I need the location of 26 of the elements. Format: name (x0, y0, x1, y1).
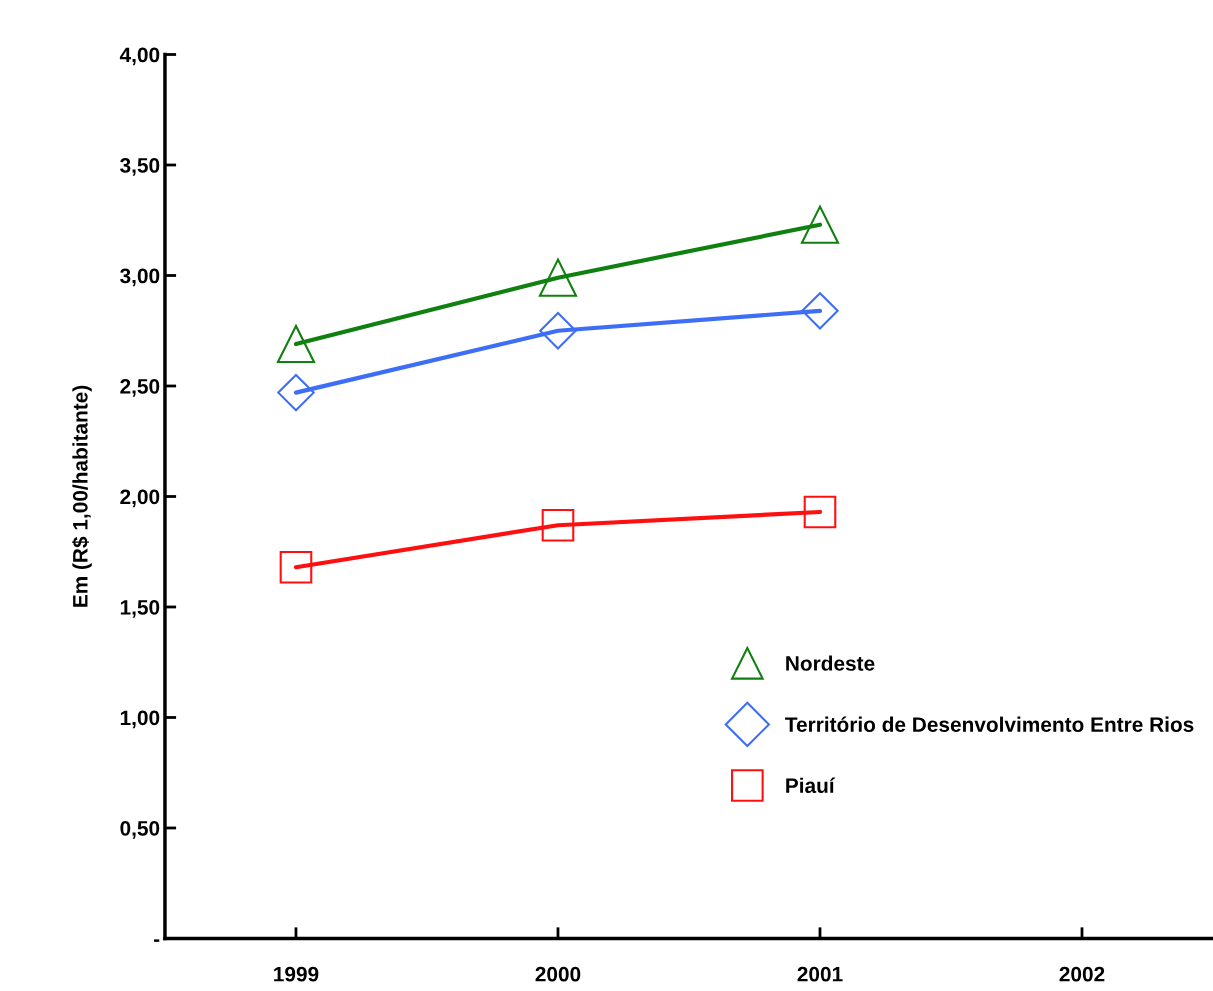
point (538, 258, 578, 297)
y-tick-label: 2,50 (120, 379, 160, 397)
y-tick-label: 1,00 (120, 710, 160, 729)
point (539, 312, 577, 350)
point (277, 373, 315, 412)
point (801, 292, 839, 330)
x-tick-label: 1999 (274, 966, 319, 982)
x-tick-label: 2001 (797, 966, 843, 982)
point (800, 205, 840, 244)
legend-label: Nordeste (786, 655, 875, 671)
y-tick-label: 0,50 (120, 820, 160, 839)
y-tick-label: 3,00 (120, 268, 160, 287)
point (276, 324, 316, 364)
y-tick-label: - (153, 939, 160, 942)
legend-label: Piauí (786, 777, 836, 793)
y-tick-label: 4,00 (119, 47, 160, 66)
y-axis-title: Em (R$ 1,00/habitante) (72, 385, 92, 607)
y-tick-label: 2,00 (120, 489, 160, 508)
y-tick-label: 1,50 (120, 599, 160, 618)
x-tick-label: 2000 (535, 966, 581, 982)
point (279, 550, 313, 584)
x-tick-label: 2002 (1059, 966, 1105, 982)
legend-label: Território de Desenvolvimento Entre Rios (785, 716, 1194, 732)
point (541, 508, 575, 542)
point (803, 495, 837, 529)
y-tick-label: 3,50 (120, 158, 160, 176)
